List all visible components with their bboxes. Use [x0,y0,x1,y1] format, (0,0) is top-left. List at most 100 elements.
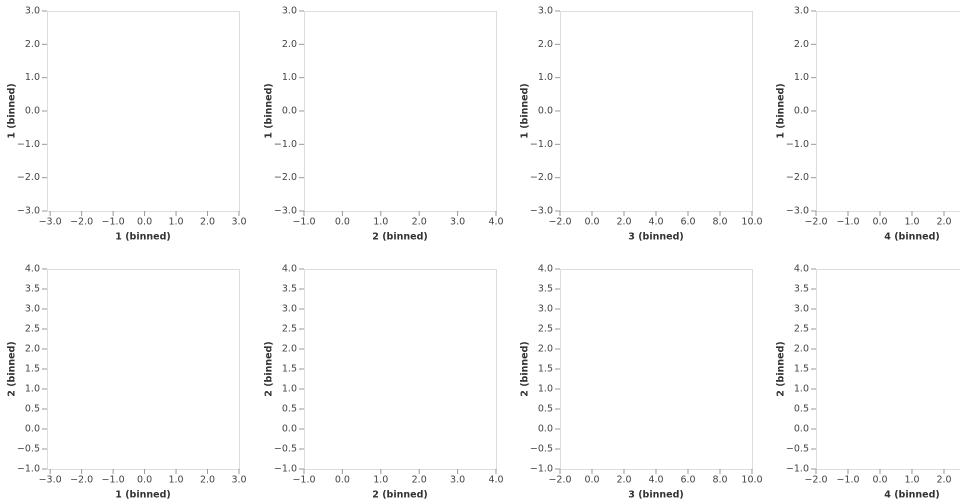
y-tick-label: 3.0 [538,304,553,315]
y-tick-label: 0.0 [282,424,297,435]
x-tick-label: 1.0 [373,217,388,228]
x-tick-label: 2.0 [200,217,215,228]
y-tick-label: 0.5 [538,404,553,415]
y-tick-label: 2.0 [794,344,809,355]
y-tick-label: 1.0 [282,72,297,83]
y-tick-label: 1.5 [282,364,297,375]
x-tick-label: 2.0 [616,217,631,228]
x-tick-label: 2.0 [412,217,427,228]
y-tick-label: 2.5 [794,324,809,335]
x-axis-title: 1 (binned) [115,232,170,243]
y-tick-label: 1.5 [25,364,40,375]
y-tick-label: 2.0 [282,344,297,355]
plot-frame [47,269,240,470]
y-tick-label: 2.0 [538,344,553,355]
y-tick-label: 0.0 [794,106,809,117]
y-tick-label: −3.0 [786,206,809,217]
y-axis-title: 2 (binned) [7,341,18,396]
y-tick-label: 4.0 [538,264,553,275]
y-tick-label: 3.0 [282,6,297,17]
x-tick-label: −2.0 [548,217,571,228]
panel: 3.02.01.00.0−1.0−2.0−3.0−1.0 0.0 1.0 2.0 3.0… [264,6,504,243]
panel: 3.0 2.0 1.0 0.0 −1.0 −2.0 −3.0−3.0 −2.0 −1.0 0.0 1… [7,6,247,243]
x-tick-label: −2.0 [70,475,93,486]
y-tick-label: −1.0 [530,139,553,150]
x-tick-label: 2.0 [616,475,631,486]
plot-frame [816,269,960,470]
y-tick-label: −2.0 [274,172,297,183]
x-tick-label: 0.0 [137,475,152,486]
y-tick-label: −3.0 [530,206,553,217]
y-tick-label: 2.5 [282,324,297,335]
y-tick-label: −2.0 [530,172,553,183]
x-tick-label: 2.0 [200,475,215,486]
y-tick-label: −1.0 [274,464,297,475]
x-tick-label: 0.0 [872,475,887,486]
y-tick-label: −1.0 [17,139,40,150]
y-axis-title: 2 (binned) [776,341,787,396]
y-tick-label: 2.0 [282,39,297,50]
y-tick-label: 1.0 [25,72,40,83]
x-tick-label: −1.0 [836,217,859,228]
x-tick-label: 0.0 [872,217,887,228]
y-tick-label: 4.0 [282,264,297,275]
y-tick-label: 2.0 [25,39,40,50]
y-tick-label: −1.0 [786,139,809,150]
y-tick-label: 0.0 [25,424,40,435]
x-tick-label: 6.0 [680,475,695,486]
y-tick-label: −3.0 [17,206,40,217]
x-axis-title: 3 (binned) [628,490,683,500]
x-axis-title: 3 (binned) [628,232,683,243]
panel: 3.02.01.00.0−1.0−2.0−3.0−2.0 0.0 2.0 4.0 6.0… [520,6,763,243]
panel: 4.0 3.5 3.0 2.5 2.0 1.5 1.0 0.5 0.0 −0.5 −1.0−1.0 0… [264,264,504,500]
y-tick-label: 3.0 [25,304,40,315]
y-tick-label: −1.0 [274,139,297,150]
y-tick-label: 4.0 [794,264,809,275]
y-tick-label: 2.5 [538,324,553,335]
x-tick-label: −1.0 [292,217,315,228]
x-tick-label: 10.0 [741,217,762,228]
plot-frame [560,11,753,212]
x-tick-label: 1.0 [168,217,183,228]
x-tick-label: 4.0 [488,217,503,228]
y-tick-label: 0.0 [794,424,809,435]
x-tick-label: −1.0 [292,475,315,486]
y-tick-label: −2.0 [786,172,809,183]
y-axis-title: 2 (binned) [520,341,531,396]
y-tick-label: 3.0 [538,6,553,17]
x-axis-title: 4 (binned) [884,490,939,500]
y-tick-label: 1.0 [538,72,553,83]
y-axis-title: 2 (binned) [264,341,275,396]
x-tick-label: 2.0 [936,217,951,228]
y-tick-label: 2.0 [25,344,40,355]
x-tick-label: 6.0 [680,217,695,228]
y-axis-title: 1 (binned) [264,83,275,138]
y-tick-label: −1.0 [786,464,809,475]
x-tick-label: −2.0 [70,217,93,228]
x-tick-label: −2.0 [804,217,827,228]
x-tick-label: 3.0 [231,475,246,486]
x-tick-label: −1.0 [102,475,125,486]
x-tick-label: 1.0 [168,475,183,486]
y-tick-label: 1.5 [538,364,553,375]
x-tick-label: 3.0 [450,475,465,486]
y-tick-label: 0.5 [282,404,297,415]
y-tick-label: −0.5 [17,444,40,455]
y-tick-label: 3.0 [282,304,297,315]
x-tick-label: 4.0 [648,217,663,228]
plot-frame [560,269,753,470]
y-tick-label: −1.0 [530,464,553,475]
y-tick-label: −0.5 [530,444,553,455]
y-tick-label: −0.5 [786,444,809,455]
y-tick-label: 2.0 [538,39,553,50]
x-tick-label: 0.0 [335,475,350,486]
x-tick-label: 3.0 [231,217,246,228]
y-tick-label: −2.0 [17,172,40,183]
y-tick-label: 1.0 [794,384,809,395]
y-tick-label: −0.5 [274,444,297,455]
y-tick-label: 2.0 [794,39,809,50]
x-tick-label: 0.0 [584,217,599,228]
y-tick-label: 3.5 [538,284,553,295]
x-tick-label: 0.0 [335,217,350,228]
x-tick-label: −3.0 [39,217,62,228]
